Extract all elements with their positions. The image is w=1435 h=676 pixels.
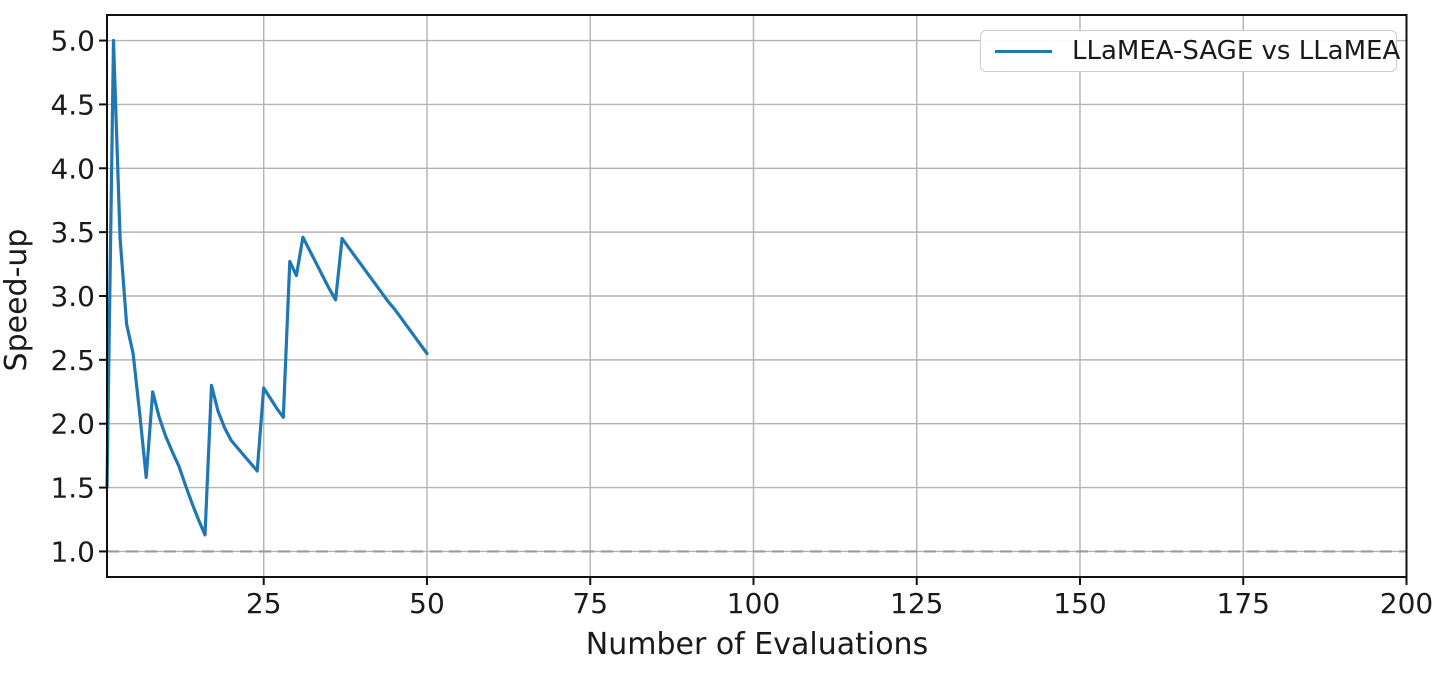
x-tick-label: 200 bbox=[1380, 587, 1433, 620]
x-tick-label: 175 bbox=[1217, 587, 1270, 620]
x-tick-label: 100 bbox=[727, 587, 780, 620]
y-tick-label: 2.5 bbox=[50, 344, 95, 377]
x-axis-label: Number of Evaluations bbox=[586, 627, 928, 662]
speedup-curve bbox=[105, 38, 429, 537]
y-tick-label: 1.5 bbox=[50, 472, 95, 505]
tick-marks-layer bbox=[99, 39, 1408, 585]
y-tick-label: 4.0 bbox=[50, 152, 95, 185]
x-tick-label: 25 bbox=[246, 587, 282, 620]
data-series-layer bbox=[105, 38, 429, 537]
y-tick-label: 5.0 bbox=[50, 25, 95, 58]
y-tick-label: 1.0 bbox=[50, 535, 95, 568]
tick-labels-layer: 25 50 75 100 125 150 175 200 1.0 1.5 2.0 2.5 3.0 3.5 4… bbox=[50, 25, 1433, 620]
legend: LLaMEA-SAGE vs LLaMEA bbox=[980, 30, 1401, 72]
x-tick-label: 125 bbox=[890, 587, 943, 620]
y-tick-label: 3.5 bbox=[50, 216, 95, 249]
x-tick-label: 150 bbox=[1053, 587, 1106, 620]
legend-line-swatch bbox=[995, 49, 1052, 53]
y-tick-label: 2.0 bbox=[50, 408, 95, 441]
y-tick-label: 3.0 bbox=[50, 280, 95, 313]
legend-label: LLaMEA-SAGE vs LLaMEA bbox=[1072, 36, 1401, 66]
y-axis-label: Speed-up bbox=[0, 229, 34, 372]
x-tick-label: 75 bbox=[572, 587, 608, 620]
y-tick-label: 4.5 bbox=[50, 88, 95, 121]
grid-layer bbox=[107, 15, 1408, 577]
x-tick-label: 50 bbox=[409, 587, 445, 620]
